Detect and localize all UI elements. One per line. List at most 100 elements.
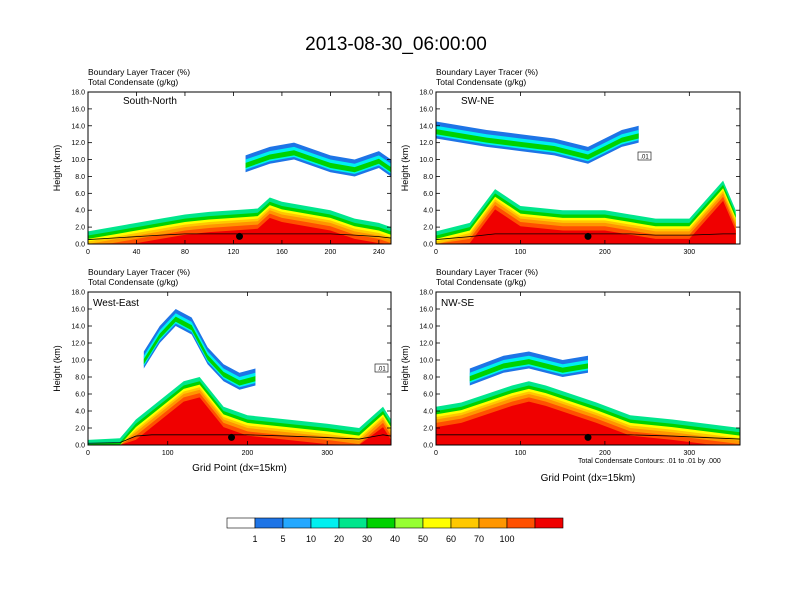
colorbar-swatch — [534, 517, 564, 529]
x-tick-label: 100 — [515, 249, 527, 256]
x-tick-label: 200 — [242, 450, 254, 457]
upper-plume-layer-1 — [143, 309, 256, 390]
y-tick-label: 4.0 — [423, 409, 433, 416]
x-axis-label: Grid Point (dx=15km) — [541, 473, 636, 484]
x-tick-label: 200 — [325, 249, 337, 256]
colorbar-swatch — [282, 517, 312, 529]
y-tick-label: 10.0 — [419, 157, 433, 164]
colorbar-label: 100 — [499, 534, 514, 544]
x-tick-label: 100 — [515, 450, 527, 457]
y-tick-label: 2.0 — [423, 426, 433, 433]
x-tick-label: 0 — [434, 450, 438, 457]
terrain-line — [88, 233, 391, 240]
y-tick-label: 18.0 — [71, 90, 85, 97]
y-tick-label: 8.0 — [423, 174, 433, 181]
main-title: 2013-08-30_06:00:00 — [305, 34, 487, 55]
y-tick-label: 8.0 — [423, 375, 433, 382]
panel-label: SW-NE — [461, 96, 494, 107]
colorbar-label: 10 — [306, 534, 316, 544]
colorbar-label: 20 — [334, 534, 344, 544]
upper-plume-layer-2 — [436, 125, 639, 162]
upper-plume-layer-3 — [436, 129, 639, 160]
y-tick-label: 16.0 — [419, 307, 433, 314]
colorbar-label: 1 — [252, 534, 257, 544]
panel-2: 0.0 2.0 4.0 6.0 8.0 10.0 12.0 14.0 16.0 18.0 0 100 2… — [400, 67, 741, 256]
x-tick-label: 300 — [683, 249, 695, 256]
panel-label: NW-SE — [441, 298, 474, 309]
colorbar-label: 60 — [446, 534, 456, 544]
panel-frame — [435, 91, 741, 245]
y-tick-label: 10.0 — [71, 157, 85, 164]
panel-frame — [87, 91, 392, 245]
colorbar-label: 5 — [280, 534, 285, 544]
y-tick-label: 0.0 — [75, 443, 85, 450]
panel-label: West-East — [93, 298, 139, 309]
panel-4: 0.0 2.0 4.0 6.0 8.0 10.0 12.0 14.0 16.0 18.0 0 100 2… — [400, 267, 741, 484]
y-tick-label: 2.0 — [75, 225, 85, 232]
left-title-2: Total Condensate (g/kg) — [436, 77, 526, 87]
y-tick-label: 2.0 — [75, 426, 85, 433]
y-tick-label: 18.0 — [419, 290, 433, 297]
y-axis-label: Height (km) — [400, 345, 410, 392]
x-tick-label: 200 — [599, 450, 611, 457]
y-tick-label: 14.0 — [71, 324, 85, 331]
y-tick-label: 6.0 — [75, 191, 85, 198]
y-tick-label: 16.0 — [419, 106, 433, 113]
y-tick-label: 18.0 — [419, 90, 433, 97]
left-title-1: Boundary Layer Tracer (%) — [436, 267, 538, 277]
y-tick-label: 10.0 — [419, 358, 433, 365]
y-tick-label: 12.0 — [71, 341, 85, 348]
x-tick-label: 200 — [599, 249, 611, 256]
y-axis-label: Height (km) — [400, 145, 410, 192]
y-tick-label: 16.0 — [71, 106, 85, 113]
x-tick-label: 80 — [181, 249, 189, 256]
terrain-line — [436, 434, 740, 440]
x-tick-label: 40 — [133, 249, 141, 256]
y-tick-label: 0.0 — [75, 242, 85, 249]
y-tick-label: 6.0 — [423, 392, 433, 399]
colorbar-label: 70 — [474, 534, 484, 544]
grid-point-marker — [236, 232, 243, 240]
y-tick-label: 14.0 — [419, 123, 433, 130]
upper-plume-layer-3 — [245, 150, 391, 173]
left-title-2: Total Condensate (g/kg) — [436, 277, 526, 287]
panel-label: South-North — [123, 96, 177, 107]
grid-point-marker — [584, 232, 592, 240]
plot-area — [88, 142, 391, 244]
upper-plume-layer-3 — [469, 359, 588, 382]
y-tick-label: 0.0 — [423, 443, 433, 450]
y-tick-label: 8.0 — [75, 375, 85, 382]
left-title-1: Boundary Layer Tracer (%) — [436, 67, 538, 77]
x-tick-label: 300 — [321, 450, 333, 457]
grid-point-marker — [584, 433, 592, 441]
y-tick-label: 8.0 — [75, 174, 85, 181]
colorbar-swatch — [254, 517, 284, 529]
y-tick-label: 12.0 — [71, 140, 85, 147]
plot-area — [436, 351, 740, 445]
y-axis-label: Height (km) — [52, 345, 62, 392]
upper-plume-layer-2 — [469, 355, 588, 383]
grid-point-marker — [228, 433, 236, 441]
left-title-2: Total Condensate (g/kg) — [88, 77, 178, 87]
colorbar-label: 40 — [390, 534, 400, 544]
colorbar-swatch — [450, 517, 480, 529]
terrain-line — [436, 233, 736, 240]
y-tick-label: 0.0 — [423, 242, 433, 249]
colorbar-swatch — [478, 517, 508, 529]
panels: 0.0 2.0 4.0 6.0 8.0 10.0 12.0 14.0 16.0 18.0 0 40 80… — [52, 67, 741, 484]
colorbar-swatch — [422, 517, 452, 529]
tracer-layer-7 — [436, 200, 736, 244]
panel-frame — [87, 291, 392, 446]
plot-area — [88, 309, 391, 445]
panel-1: 0.0 2.0 4.0 6.0 8.0 10.0 12.0 14.0 16.0 18.0 0 40 80… — [52, 67, 392, 256]
y-axis-label: Height (km) — [52, 145, 62, 192]
y-tick-label: 2.0 — [423, 225, 433, 232]
colorbar-label: 30 — [362, 534, 372, 544]
y-tick-label: 16.0 — [71, 307, 85, 314]
terrain-line — [88, 434, 391, 444]
contour-label: .01 — [640, 155, 649, 161]
panel-frame — [435, 291, 741, 446]
colorbar-swatch — [394, 517, 424, 529]
panel-3: 0.0 2.0 4.0 6.0 8.0 10.0 12.0 14.0 16.0 18.0 0 100 2… — [52, 267, 392, 474]
x-tick-label: 160 — [276, 249, 288, 256]
